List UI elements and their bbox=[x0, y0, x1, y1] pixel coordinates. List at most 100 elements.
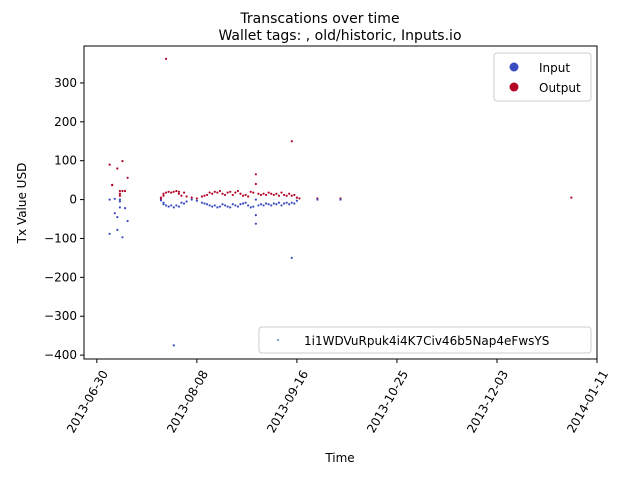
input-point bbox=[213, 204, 216, 207]
output-point bbox=[239, 192, 242, 195]
output-point bbox=[298, 197, 301, 200]
output-point bbox=[118, 189, 122, 193]
legend-input-label: Input bbox=[539, 61, 570, 75]
output-point bbox=[190, 196, 193, 199]
output-point bbox=[206, 193, 209, 197]
input-point bbox=[116, 215, 119, 219]
output-point bbox=[234, 191, 237, 194]
input-point bbox=[159, 199, 163, 202]
legend-top-box bbox=[493, 52, 592, 102]
output-point bbox=[241, 194, 245, 197]
output-point bbox=[265, 193, 268, 197]
output-point bbox=[121, 159, 124, 163]
output-point bbox=[295, 196, 298, 199]
output-point bbox=[159, 196, 163, 199]
chart-title: Transcations over time bbox=[239, 11, 399, 27]
output-point bbox=[221, 192, 224, 195]
output-point bbox=[267, 191, 270, 194]
output-point bbox=[211, 192, 214, 195]
output-point bbox=[216, 191, 219, 194]
input-point bbox=[116, 228, 119, 232]
output-point bbox=[254, 173, 257, 176]
input-point bbox=[118, 200, 122, 203]
input-point bbox=[254, 214, 257, 217]
output-point bbox=[290, 140, 293, 143]
input-point bbox=[272, 202, 275, 205]
input-point bbox=[257, 204, 260, 207]
input-point bbox=[203, 202, 206, 205]
output-point bbox=[213, 190, 216, 193]
input-point bbox=[211, 205, 214, 208]
output-point bbox=[200, 195, 204, 198]
y-tick-label: −400 bbox=[44, 348, 77, 362]
output-point bbox=[285, 194, 288, 197]
legend-address-label: 1i1WDVuRpuk4i4K7Civ46b5Nap4eFwsYS bbox=[304, 334, 549, 348]
output-point bbox=[272, 193, 275, 197]
y-axis-label: Tx Value USD bbox=[15, 163, 29, 245]
y-tick-label: −200 bbox=[44, 270, 77, 284]
input-point bbox=[339, 198, 342, 201]
input-point bbox=[221, 203, 224, 206]
output-point bbox=[175, 189, 178, 193]
input-point bbox=[254, 222, 257, 225]
input-point bbox=[223, 204, 227, 207]
input-point bbox=[290, 256, 293, 260]
legend-address-marker bbox=[277, 339, 279, 341]
input-point bbox=[265, 202, 268, 205]
input-point bbox=[118, 206, 122, 209]
input-point bbox=[177, 205, 181, 208]
output-point bbox=[231, 193, 234, 197]
output-point bbox=[282, 193, 286, 197]
output-point bbox=[126, 176, 129, 179]
input-point bbox=[185, 200, 188, 203]
input-point bbox=[195, 199, 198, 202]
plot-frame bbox=[83, 45, 598, 360]
output-point bbox=[118, 194, 122, 197]
input-point bbox=[113, 212, 116, 215]
x-tick-label: 2013-06-30 bbox=[64, 368, 111, 435]
output-point bbox=[195, 197, 198, 200]
input-point bbox=[247, 204, 250, 207]
input-point bbox=[285, 201, 288, 204]
input-point bbox=[236, 205, 239, 208]
x-tick-label: 2013-10-25 bbox=[364, 368, 411, 435]
input-point bbox=[172, 344, 175, 347]
legend-output-marker bbox=[509, 82, 519, 92]
output-point bbox=[290, 194, 293, 197]
output-point bbox=[270, 192, 273, 195]
output-point bbox=[185, 195, 188, 198]
input-point bbox=[216, 206, 219, 209]
legend-top: Input Output bbox=[493, 52, 592, 102]
output-point bbox=[262, 192, 265, 195]
output-point bbox=[203, 194, 206, 197]
legend-output-label: Output bbox=[539, 81, 581, 95]
output-point bbox=[170, 191, 173, 194]
output-point bbox=[118, 192, 122, 195]
input-point bbox=[270, 204, 273, 207]
output-point bbox=[177, 190, 181, 193]
x-axis-label: Time bbox=[324, 451, 354, 465]
output-point bbox=[244, 193, 247, 197]
y-tick-label: −100 bbox=[44, 231, 77, 245]
input-point bbox=[170, 204, 173, 207]
input-point bbox=[267, 203, 270, 206]
input-point bbox=[316, 198, 319, 201]
output-point bbox=[123, 189, 127, 193]
x-tick-label: 2013-12-03 bbox=[464, 368, 511, 435]
input-point bbox=[249, 206, 252, 209]
output-point bbox=[254, 182, 257, 186]
output-point bbox=[226, 191, 229, 194]
y-tick-label: 200 bbox=[54, 115, 77, 129]
output-point bbox=[180, 194, 183, 197]
output-point bbox=[223, 193, 227, 197]
input-point bbox=[218, 205, 222, 208]
input-point bbox=[226, 205, 229, 208]
input-point bbox=[259, 203, 263, 206]
output-point bbox=[252, 191, 255, 194]
input-point bbox=[121, 236, 124, 239]
output-point bbox=[247, 195, 250, 198]
y-tick-label: 0 bbox=[69, 193, 77, 207]
output-point bbox=[249, 190, 252, 193]
output-point bbox=[288, 192, 291, 195]
output-point bbox=[172, 190, 175, 193]
